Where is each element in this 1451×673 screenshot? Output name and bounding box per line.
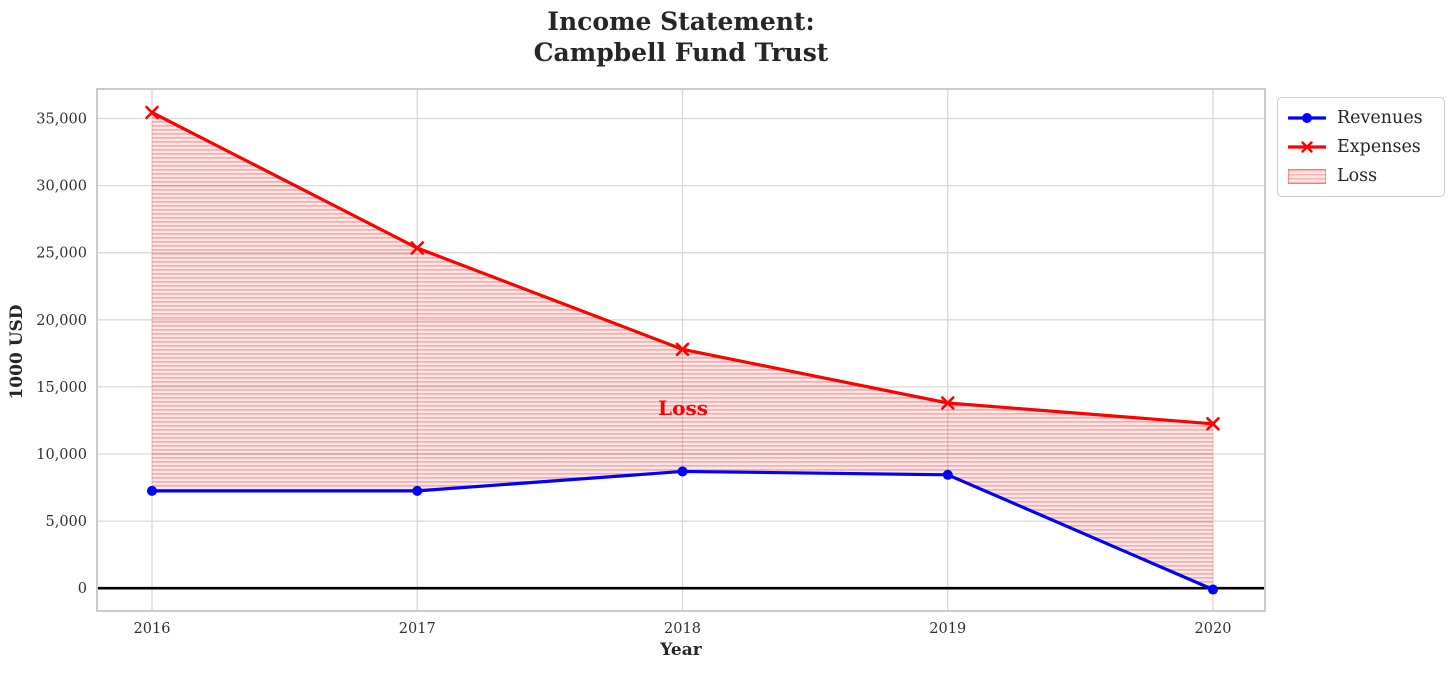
revenues-marker (942, 469, 953, 480)
x-tick-label: 2017 (399, 621, 436, 637)
chart-title: Income Statement: Campbell Fund Trust (533, 7, 829, 67)
y-tick-labels: 0 5,000 10,000 15,000 20,000 25,000 30,000 35,0… (36, 112, 87, 598)
y-tick-label: 15,000 (36, 380, 87, 396)
legend-item-loss: Loss (1288, 164, 1434, 188)
expenses-line-x-swatch (1288, 141, 1326, 153)
y-tick-label: 10,000 (36, 447, 87, 463)
y-tick-label: 0 (78, 581, 87, 597)
expenses-marker (675, 342, 690, 357)
y-tick-label: 5,000 (45, 514, 87, 530)
y-tick-label: 30,000 (36, 179, 87, 195)
expenses-marker (410, 241, 425, 255)
revenues-line-dot-swatch (1288, 113, 1326, 123)
revenues-marker (147, 485, 157, 496)
y-tick-label: 35,000 (36, 112, 87, 128)
legend-item-revenues: Revenues (1288, 106, 1434, 130)
revenues-marker (412, 485, 423, 496)
legend-label-loss: Loss (1337, 166, 1378, 186)
legend: Revenues Expenses Loss (1277, 97, 1445, 197)
x-tick-labels: 2016 2017 2018 2019 2020 (134, 621, 1232, 637)
y-tick-label: 20,000 (36, 313, 87, 329)
expenses-marker (1206, 417, 1220, 431)
plot-border (96, 88, 1266, 612)
x-axis-label: Year (660, 640, 702, 660)
expenses-series (145, 105, 1220, 431)
legend-item-expenses: Expenses (1288, 135, 1434, 159)
loss-annotation: Loss (658, 396, 708, 420)
revenues-series (147, 466, 1218, 595)
expenses-marker (145, 105, 159, 120)
expenses-marker (940, 396, 955, 410)
y-axis-label: 1000 USD (7, 304, 27, 400)
x-tick-label: 2016 (134, 621, 171, 637)
loss-patch-swatch (1288, 168, 1326, 184)
legend-label-expenses: Expenses (1337, 137, 1421, 157)
x-tick-label: 2019 (929, 621, 966, 637)
y-tick-label: 25,000 (36, 246, 87, 262)
legend-label-revenues: Revenues (1337, 108, 1423, 128)
revenues-marker (1208, 584, 1218, 595)
x-tick-label: 2018 (664, 621, 701, 637)
revenues-marker (677, 466, 688, 477)
x-tick-label: 2020 (1195, 621, 1232, 637)
